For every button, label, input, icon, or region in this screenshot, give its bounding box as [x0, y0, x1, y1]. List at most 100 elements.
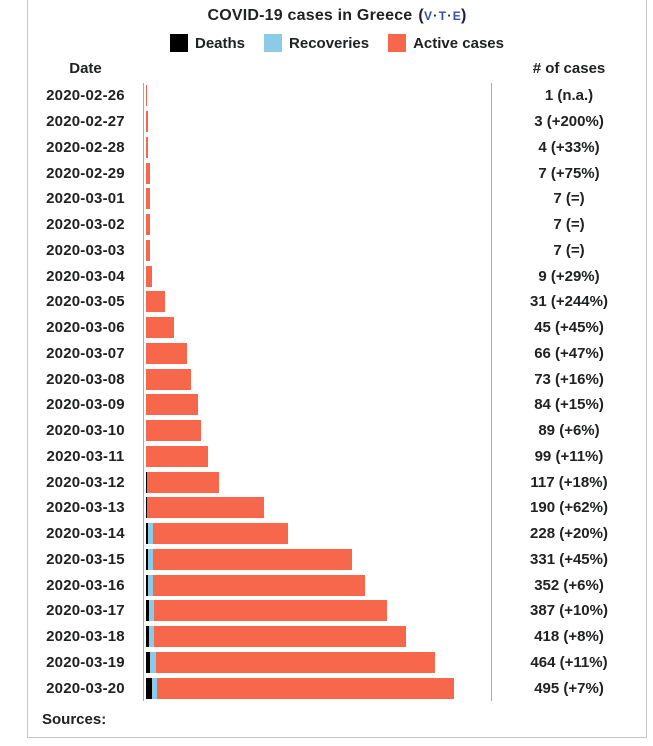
- date-column-header: Date: [69, 60, 102, 77]
- chart-row: 2020-03-13 190 (+62%): [28, 495, 646, 521]
- row-bar-cell: [143, 495, 492, 521]
- vte-edit-link[interactable]: e: [452, 9, 461, 23]
- row-bar-cell: [143, 366, 492, 392]
- recoveries-segment: [148, 548, 154, 570]
- active-cases-segment: [146, 342, 188, 364]
- active-cases-segment: [146, 291, 166, 313]
- row-cases-label: 190 (+62%): [530, 499, 608, 517]
- stacked-bar: [146, 574, 366, 596]
- row-cases-label: 66 (+47%): [534, 344, 604, 362]
- deaths-segment: [146, 677, 152, 699]
- stacked-bar: [146, 368, 192, 390]
- legend-label-recoveries: Recoveries: [289, 34, 370, 52]
- row-bar-cell: [143, 675, 492, 701]
- row-date-label: 2020-03-05: [46, 293, 125, 311]
- active-cases-segment: [146, 162, 151, 184]
- chart-row: 2020-03-03 7 (=): [28, 237, 646, 264]
- sources-label: Sources:: [42, 711, 107, 728]
- row-bar-cell: [143, 160, 492, 186]
- active-cases-segment: [153, 548, 353, 570]
- legend-label-active-cases: Active cases: [413, 34, 504, 52]
- row-cases-label: 4 (+33%): [538, 138, 600, 156]
- vte-separator: ·: [433, 8, 438, 23]
- row-bar-cell: [143, 186, 492, 212]
- vte-separator: ·: [447, 8, 452, 23]
- vte-view-link[interactable]: v: [423, 9, 433, 23]
- vte-open-paren: (: [418, 7, 424, 24]
- stacked-bar: [146, 626, 407, 648]
- covid-cases-chart-box: COVID-19 cases in Greece (v·t·e) Deaths R…: [27, 0, 647, 738]
- row-bar-cell: [143, 237, 492, 264]
- active-cases-segment: [146, 214, 151, 236]
- active-cases-segment: [146, 317, 175, 339]
- recoveries-segment: [147, 523, 153, 545]
- row-cases-label: 84 (+15%): [534, 396, 604, 414]
- row-date-label: 2020-03-14: [46, 525, 125, 543]
- row-bar-cell: [143, 83, 492, 109]
- chart-legend: Deaths Recoveries Active cases: [28, 33, 646, 53]
- row-bar-cell: [143, 443, 492, 470]
- row-date-label: 2020-03-13: [46, 499, 125, 517]
- row-date-label: 2020-02-29: [46, 164, 125, 182]
- row-cases-label: 45 (+45%): [534, 319, 604, 337]
- active-cases-segment: [146, 471, 219, 493]
- active-cases-segment: [146, 368, 192, 390]
- stacked-bar: [146, 85, 147, 107]
- deaths-segment: [146, 497, 147, 519]
- recoveries-segment: [149, 600, 155, 622]
- row-date-label: 2020-02-27: [46, 113, 125, 131]
- row-date-label: 2020-03-08: [46, 370, 125, 388]
- row-bar-cell: [143, 314, 492, 341]
- row-cases-label: 1 (n.a.): [544, 87, 594, 105]
- chart-row: 2020-03-06 45 (+45%): [28, 314, 646, 341]
- chart-row: 2020-03-11 99 (+11%): [28, 443, 646, 470]
- row-cases-label: 7 (=): [553, 241, 585, 259]
- stacked-bar: [146, 239, 151, 261]
- chart-row: 2020-02-28 4 (+33%): [28, 134, 646, 161]
- active-cases-segment: [146, 497, 265, 519]
- chart-row: 2020-03-16 352 (+6%): [28, 572, 646, 598]
- row-bar-cell: [143, 598, 492, 624]
- legend-item-active-cases: Active cases: [388, 34, 504, 52]
- active-cases-segment: [146, 136, 149, 158]
- stacked-bar: [146, 291, 166, 313]
- row-cases-label: 331 (+45%): [530, 550, 608, 568]
- row-bar-cell: [143, 546, 492, 573]
- active-cases-segment: [146, 420, 202, 442]
- stacked-bar: [146, 523, 288, 545]
- stacked-bar: [146, 342, 188, 364]
- stacked-bar: [146, 394, 199, 416]
- row-date-label: 2020-03-18: [46, 628, 125, 646]
- row-date-label: 2020-03-16: [46, 576, 125, 594]
- chart-row: 2020-03-14 228 (+20%): [28, 520, 646, 547]
- stacked-bar: [146, 677, 455, 699]
- row-date-label: 2020-02-28: [46, 138, 125, 156]
- row-date-label: 2020-03-07: [46, 344, 125, 362]
- row-cases-label: 7 (=): [553, 190, 585, 208]
- recoveries-segment: [148, 574, 154, 596]
- row-cases-label: 73 (+16%): [534, 370, 604, 388]
- chart-row: 2020-03-20 495 (+7%): [28, 675, 646, 701]
- vte-links: (v·t·e): [418, 7, 466, 24]
- row-bar-cell: [143, 134, 492, 161]
- stacked-bar: [146, 548, 353, 570]
- deaths-segment: [146, 600, 150, 622]
- deaths-segment: [146, 651, 150, 673]
- deaths-segment: [146, 626, 150, 648]
- stacked-bar: [146, 162, 151, 184]
- recoveries-segment: [149, 626, 155, 648]
- stacked-bar: [146, 471, 219, 493]
- stacked-bar: [146, 317, 175, 339]
- legend-item-deaths: Deaths: [170, 34, 245, 52]
- stacked-bar: [146, 188, 151, 210]
- row-bar-cell: [143, 623, 492, 650]
- row-date-label: 2020-03-03: [46, 241, 125, 259]
- chart-row: 2020-03-09 84 (+15%): [28, 392, 646, 418]
- row-cases-label: 89 (+6%): [538, 422, 600, 440]
- vte-talk-link[interactable]: t: [438, 9, 447, 23]
- chart-row: 2020-03-18 418 (+8%): [28, 623, 646, 650]
- legend-label-deaths: Deaths: [195, 34, 246, 52]
- row-date-label: 2020-03-04: [46, 267, 125, 285]
- legend-item-recoveries: Recoveries: [264, 34, 369, 52]
- row-date-label: 2020-03-06: [46, 319, 125, 337]
